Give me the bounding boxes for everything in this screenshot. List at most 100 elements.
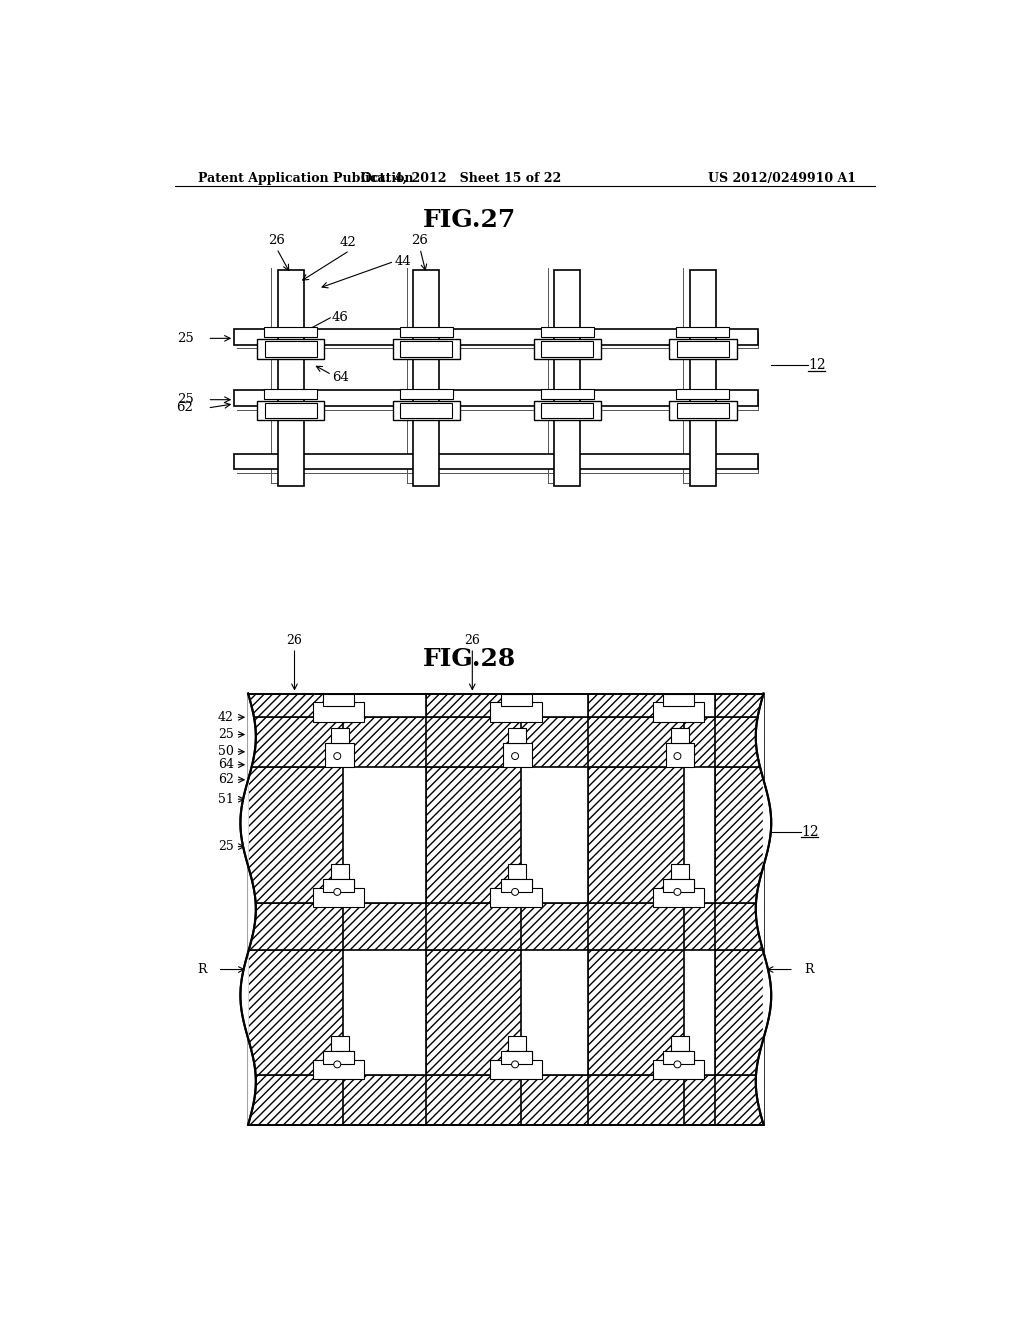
Circle shape [334,752,341,759]
Circle shape [674,752,681,759]
Bar [264,327,317,338]
Bar [501,879,531,892]
Bar [666,879,694,903]
Text: 62: 62 [218,774,233,787]
Text: 25: 25 [218,840,233,853]
Bar [392,339,460,359]
Bar [257,401,325,421]
Text: 46: 46 [332,312,349,323]
Bar [666,743,694,767]
Bar [331,729,348,743]
Bar [676,388,729,399]
Bar [503,879,531,903]
Bar [508,863,526,879]
Bar [670,339,736,359]
Bar [501,1052,531,1064]
Bar [676,327,729,338]
Bar [508,1036,526,1052]
Bar [508,729,526,743]
Bar [264,388,317,399]
Bar [490,887,542,907]
Text: 64: 64 [332,371,349,384]
Bar [323,879,353,892]
Bar [666,1052,694,1076]
Bar [399,388,453,399]
Circle shape [674,1061,681,1068]
Bar [323,693,353,706]
Bar [248,903,764,950]
Circle shape [512,752,518,759]
Bar [534,401,601,421]
Bar [677,403,729,418]
Text: FIG.27: FIG.27 [422,209,516,232]
Bar [343,767,426,903]
Text: 42: 42 [340,236,356,249]
Bar [690,269,716,486]
Text: R: R [805,964,814,975]
Bar [542,342,593,358]
Bar [312,1060,365,1080]
Bar [501,693,531,706]
Bar [677,342,729,358]
Bar [326,743,353,767]
Bar [715,693,764,1125]
Bar [671,863,689,879]
Text: 44: 44 [394,255,411,268]
Bar [326,1052,353,1076]
Text: FIG.28: FIG.28 [422,647,516,672]
Text: R: R [198,964,207,975]
Bar [331,863,348,879]
Text: US 2012/0249910 A1: US 2012/0249910 A1 [709,173,856,185]
Bar [490,702,542,722]
Text: 50: 50 [218,746,233,758]
Text: Patent Application Publication: Patent Application Publication [198,173,414,185]
Circle shape [674,888,681,895]
Text: 51: 51 [218,793,233,805]
Bar [392,401,460,421]
Bar [652,1060,705,1080]
Bar [503,743,531,767]
Bar [670,401,736,421]
Bar [234,391,758,407]
Bar [343,950,426,1076]
Text: 64: 64 [218,758,233,771]
Text: 26: 26 [464,634,480,647]
Text: 26: 26 [412,234,428,247]
Circle shape [512,888,518,895]
Bar [400,403,453,418]
Bar [541,388,594,399]
Bar [234,329,758,345]
Text: 12: 12 [801,825,819,838]
Bar [663,693,694,706]
Bar [323,1052,353,1064]
Bar [400,342,453,358]
Text: 12: 12 [808,358,825,372]
Bar [326,879,353,903]
Text: Oct. 4, 2012   Sheet 15 of 22: Oct. 4, 2012 Sheet 15 of 22 [361,173,561,185]
Text: 62: 62 [176,401,194,414]
Circle shape [334,1061,341,1068]
Text: 25: 25 [177,393,194,407]
Bar [521,767,588,903]
Bar [652,887,705,907]
Bar [663,879,694,892]
Bar [257,339,325,359]
Bar [684,950,715,1076]
Polygon shape [241,693,256,1125]
Bar [588,693,684,1125]
Text: 25: 25 [218,729,233,741]
Bar [684,767,715,903]
Circle shape [334,888,341,895]
Bar [312,887,365,907]
Text: 26: 26 [268,234,285,247]
Text: 42: 42 [218,710,233,723]
Polygon shape [756,693,771,1125]
Text: 26: 26 [287,634,302,647]
Text: 25: 25 [177,331,194,345]
Circle shape [512,1061,518,1068]
Bar [663,1052,694,1064]
Bar [248,693,343,1125]
Bar [521,950,588,1076]
Bar [248,1076,764,1125]
Bar [278,269,303,486]
